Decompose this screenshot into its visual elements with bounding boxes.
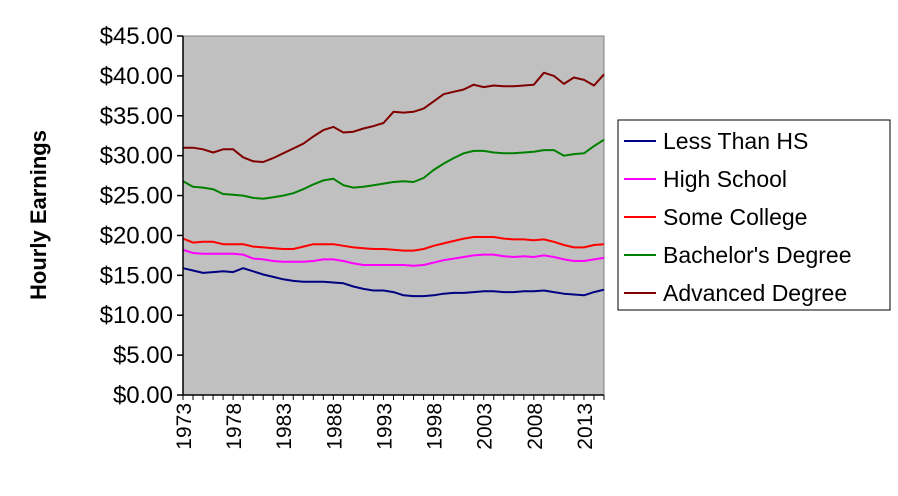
legend-label-less-than-hs: Less Than HS [663, 128, 808, 154]
x-tick-label: 1998 [424, 403, 447, 450]
series-line-less-than-hs [182, 267, 605, 298]
x-tick-label: 1983 [273, 403, 296, 450]
y-tick-label: $15.00 [100, 262, 173, 289]
y-axis-label: Hourly Earnings [26, 130, 51, 300]
y-tick-label: $20.00 [100, 222, 173, 249]
y-tick-label: $0.00 [113, 382, 173, 409]
plot-area [182, 35, 605, 396]
y-tick-label: $25.00 [100, 183, 173, 210]
legend-items: Less Than HS High School Some College Bache… [624, 128, 852, 306]
y-tick-label: $10.00 [100, 302, 173, 329]
legend-box [617, 119, 891, 311]
x-tick-label: 1973 [173, 403, 196, 450]
x-tick-label: 2013 [574, 403, 597, 450]
y-tick-label: $30.00 [100, 143, 173, 170]
legend-label-bachelor-s-degree: Bachelor's Degree [663, 242, 852, 268]
series-line-advanced-degree [183, 71, 605, 163]
y-tick-label: $45.00 [100, 23, 173, 50]
x-axis-ticks: 1973 1978 1983 1988 1993 1998 2003 2008 2013 [173, 395, 605, 450]
legend: Less Than HS High School Some College Bache… [617, 119, 891, 311]
legend-label-high-school: High School [663, 166, 787, 192]
series-line-high-school [182, 248, 605, 267]
series-line-bachelor-s-degree [182, 138, 605, 200]
series-layer [182, 71, 605, 298]
x-tick-label: 1978 [223, 403, 246, 450]
x-tick-label: 2003 [474, 403, 497, 450]
x-tick-label: 1993 [373, 403, 396, 450]
series-line-some-college [182, 236, 605, 252]
y-tick-label: $5.00 [113, 342, 173, 369]
y-tick-label: $40.00 [100, 63, 173, 90]
x-tick-label: 1988 [323, 403, 346, 450]
x-tick-label: 2008 [524, 403, 547, 450]
legend-label-advanced-degree: Advanced Degree [663, 280, 847, 306]
legend-label-some-college: Some College [663, 204, 807, 230]
y-axis-ticks: $0.00 $5.00 $10.00 $15.00 $20.00 $25.00 $30.00… [100, 23, 183, 409]
y-tick-label: $35.00 [100, 103, 173, 130]
